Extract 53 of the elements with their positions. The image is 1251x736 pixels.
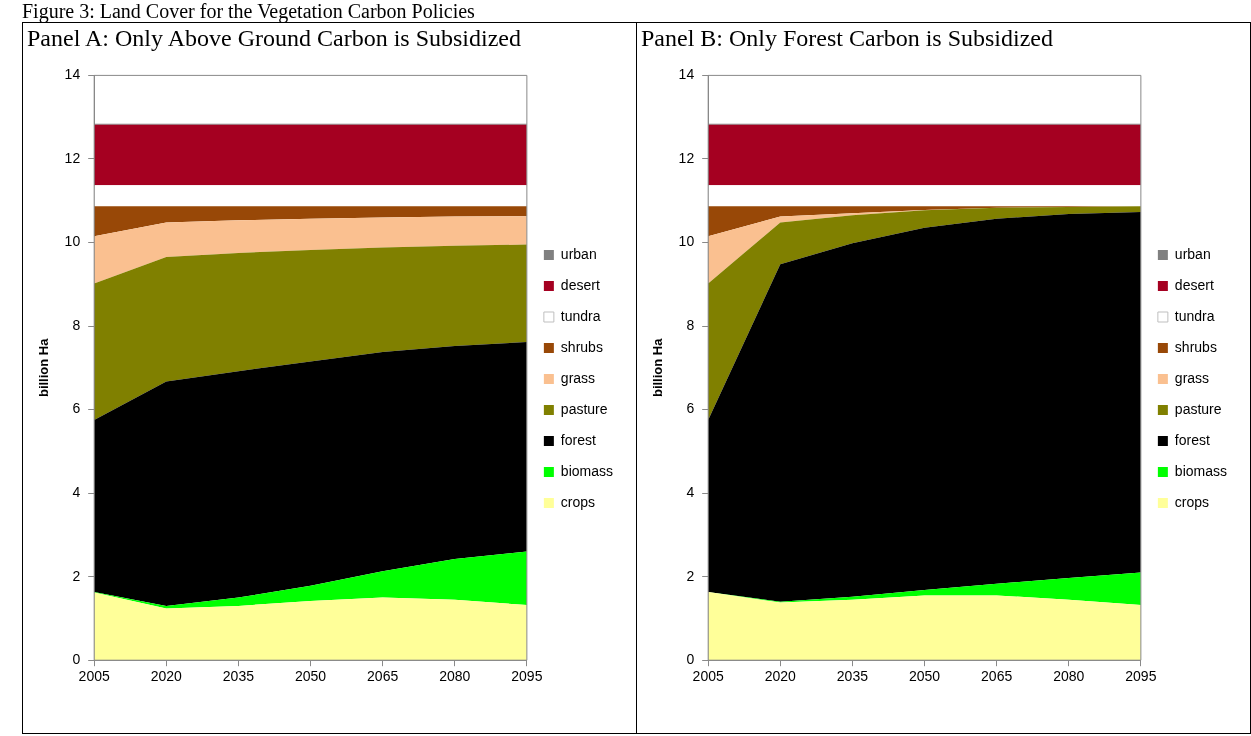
legend-label: biomass [560,462,614,479]
legend-label: pasture [560,400,608,417]
caption: Figure 3: Land Cover for the Vegetation Carbon Policies [22,0,476,22]
y-tick-label: 0 [72,651,81,668]
chart-title: Panel B: Only Forest Carbon is Subsidized [640,24,1054,53]
legend-label: desert [560,276,600,293]
legend-label: forest [1174,431,1210,448]
legend-label: shrubs [560,338,603,355]
x-tick-label: 2050 [294,668,327,685]
y-tick-label: 6 [72,400,81,417]
x-tick-label: 2065 [981,668,1013,685]
legend-label: crops [560,493,596,510]
y-tick-label: 14 [678,66,695,83]
y-tick-label: 2 [686,567,695,584]
legend-label: urban [560,245,597,262]
y-tick-label: 4 [686,483,695,500]
legend-label: desert [1174,276,1214,293]
y-tick-label: 4 [72,483,81,500]
y-tick-label: 0 [686,651,695,668]
x-tick-label: 2095 [511,668,543,685]
y-tick-label: 8 [686,316,695,333]
y-tick-label: 10 [64,233,81,250]
y-tick-label: 14 [64,66,81,83]
legend-label: crops [1174,493,1210,510]
legend-label: grass [560,369,596,386]
legend-label: urban [1174,245,1211,262]
chart-title: Panel A: Only Above Ground Carbon is Subsidized [26,24,522,53]
y-tick-label: 2 [72,567,81,584]
x-tick-label: 2035 [222,668,255,685]
y-axis-title: billion Ha [36,337,52,398]
x-tick-label: 2065 [367,668,399,685]
x-tick-label: 2035 [836,668,869,685]
x-tick-label: 2020 [150,668,183,685]
legend-label: tundra [1174,307,1215,324]
y-axis-title: billion Ha [650,337,666,398]
legend-label: shrubs [1174,338,1217,355]
y-tick-label: 12 [64,149,81,166]
x-tick-label: 2095 [1125,668,1157,685]
legend-label: tundra [560,307,601,324]
legend-label: grass [1174,369,1210,386]
x-tick-label: 2005 [692,668,724,685]
y-tick-label: 6 [686,400,695,417]
legend-label: forest [560,431,596,448]
legend-label: biomass [1174,462,1228,479]
legend-label: pasture [1174,400,1222,417]
y-tick-label: 12 [678,149,695,166]
x-tick-label: 2005 [78,668,110,685]
y-tick-label: 10 [678,233,695,250]
y-tick-label: 8 [72,316,81,333]
x-tick-label: 2080 [1053,668,1085,685]
x-tick-label: 2080 [439,668,471,685]
x-tick-label: 2050 [908,668,941,685]
x-tick-label: 2020 [764,668,797,685]
